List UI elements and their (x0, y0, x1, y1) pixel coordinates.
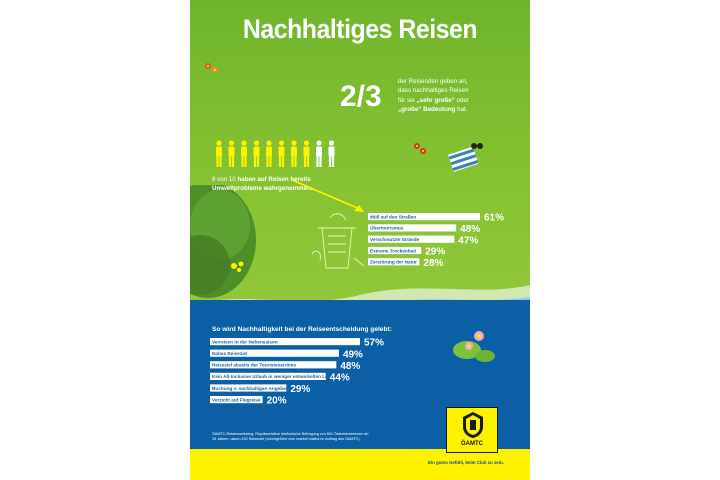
beach-towel-icon (448, 143, 483, 172)
logo-text: ÖAMTC (461, 441, 483, 447)
stat-line: „große“ Bedeutung hat. (398, 105, 528, 114)
arrow-icon (291, 179, 364, 212)
stat-line: für sie „sehr große“ oder (398, 96, 528, 105)
person-icon (303, 140, 310, 167)
bar (210, 372, 326, 380)
bar (210, 361, 337, 369)
footnote-line: ÖAMTC-Reisemonitoring: Repräsentative te… (212, 432, 369, 436)
stat-line: dass nachhaltiges Reisen (398, 87, 469, 95)
bar-value-label: 57% (364, 338, 384, 349)
bar (210, 396, 263, 404)
bar-label: Verschmutzte Strände (370, 237, 420, 242)
stat-line: der Reisenden geben an, (398, 78, 468, 85)
eight-bold: haben auf Reisen bereits (237, 176, 311, 183)
bar-value-label: 61% (484, 213, 504, 224)
bar-label: Verzicht auf Flugreise (212, 397, 261, 402)
stat-description: der Reisenden geben an, dass nachhaltige… (398, 77, 528, 114)
people-pictogram (216, 140, 335, 167)
bar-value-label: 44% (330, 373, 350, 384)
yellow-flower-icon (231, 261, 244, 272)
flowers-icon (414, 143, 426, 154)
page-title: Nachhaltiges Reisen (242, 14, 478, 44)
eight-of-ten-text: 8 von 10 haben auf Reisen bereits Umwelt… (212, 175, 382, 193)
bar-value-label: 20% (267, 396, 287, 407)
bar-value-label: 49% (343, 349, 363, 360)
bar-label: Reiseziel abseits der Touristenströme (212, 363, 296, 368)
section-title: So wird Nachhaltigkeit bei der Reiseents… (212, 326, 392, 333)
stat-text-bold: „große“ Bedeutung (398, 105, 456, 113)
oeamtc-logo: ÖAMTC (446, 407, 498, 453)
bar (368, 258, 420, 266)
bar-label: Zerstörung der Natur (370, 260, 417, 265)
bar (210, 349, 339, 357)
eight-prefix: 8 von 10 (212, 176, 238, 183)
person-icon (228, 140, 235, 167)
stat-text-part: oder (454, 96, 469, 104)
logo-emblem-icon (463, 412, 483, 438)
stat-text-part: hat. (455, 105, 468, 113)
bar (368, 246, 422, 255)
bar-value-label: 29% (425, 247, 445, 258)
person-icon (266, 140, 272, 167)
bar-label: Nahes Reiseziel (212, 351, 247, 356)
footnote: ÖAMTC-Reisemonitoring: Repräsentative te… (212, 432, 422, 442)
person-icon (241, 140, 247, 167)
bar (368, 213, 480, 221)
bar (210, 338, 360, 346)
stat-text-part: für sie (398, 96, 417, 104)
infographic-poster: Nachhaltiges Reisen 2/3 der Reisenden ge… (190, 0, 530, 480)
bar (210, 384, 287, 392)
bar-label: Buchung v. nachhaltigen Angeboten (212, 386, 293, 391)
bar-value-label: 28% (423, 258, 443, 269)
eight-line: Umweltprobleme wahrgenommen. (212, 184, 382, 193)
footnote-line: 15 Jahren; davon 432 Reisende (durchgefü… (212, 437, 360, 442)
bar-value-label: 48% (460, 224, 480, 235)
lily-pad-illustration (453, 331, 495, 362)
person-icon (316, 140, 322, 167)
bar-label: Extreme Trockenheit (370, 248, 417, 253)
person-icon (291, 140, 297, 167)
trash-bin-illustration (311, 213, 365, 269)
bar (368, 224, 457, 232)
bar-label: Müll auf den Straßen (370, 214, 416, 219)
bar-value-label: 48% (340, 361, 360, 372)
eight-line: 8 von 10 haben auf Reisen bereits (212, 175, 382, 184)
footer-strip (190, 449, 530, 480)
travel-decision-chart: Verreisen in der Nebensaison 57% Nahes Rei… (210, 338, 384, 407)
bar-label: Verreisen in der Nebensaison (212, 339, 278, 344)
bar-value-label: 29% (290, 384, 310, 395)
bar (368, 235, 455, 243)
bar-label: Übertourismus (370, 225, 404, 231)
slogan: Ein gutes Gefühl, beim Club zu sein. (428, 460, 504, 465)
bar-value-label: 47% (458, 235, 478, 246)
environment-problems-chart: Müll auf den Straßen 61% Übertourismus 48% V… (368, 213, 504, 269)
flowers-icon (205, 63, 218, 73)
stat-text-bold: „sehr große“ (416, 96, 455, 104)
person-icon (328, 140, 335, 167)
eight-bold: Umweltprobleme wahrgenommen. (212, 185, 313, 192)
bar-label: Kein All-Inclusive Urlaub in weniger ent… (212, 374, 341, 379)
stat-fraction: 2/3 (340, 80, 382, 113)
person-icon (253, 140, 260, 167)
person-icon (216, 140, 222, 167)
person-icon (278, 140, 285, 167)
